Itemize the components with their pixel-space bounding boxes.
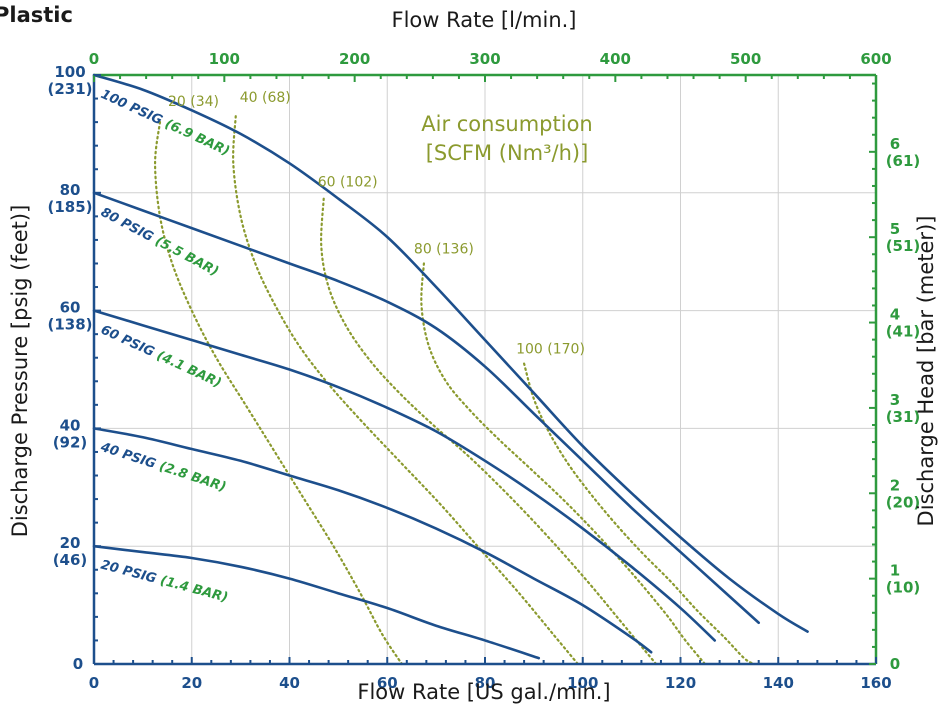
x-top-tick-label: 100 (209, 50, 240, 68)
air-consumption-curve-label: 20 (34) (168, 94, 219, 110)
x-bottom-tick-label: 100 (567, 674, 598, 692)
series-label-psig: 20 PSIG (99, 558, 162, 588)
grid (94, 75, 876, 664)
series-label-bar: (5.5 BAR) (153, 234, 221, 280)
pressure-curve (92, 73, 809, 633)
x-bottom-tick-label: 80 (475, 674, 496, 692)
series-label: 20 PSIG (1.4 BAR) (99, 558, 229, 606)
y-right-axis-title: Discharge Head [bar (meter)] (914, 216, 938, 527)
x-top-tick-label: 400 (600, 50, 631, 68)
air-consumption-curve (232, 115, 579, 666)
x-top-tick-label: 200 (339, 50, 370, 68)
y-right-tick-sublabel: (41) (886, 323, 921, 341)
series-label: 40 PSIG (2.8 BAR) (98, 440, 228, 496)
series-label: 60 PSIG (4.1 BAR) (98, 323, 223, 391)
y-left-axis-title: Discharge Pressure [psig (feet)] (8, 205, 32, 538)
series-label-bar: (2.8 BAR) (157, 459, 228, 495)
series-label-group: 40 PSIG (2.8 BAR) (98, 440, 228, 496)
air-consumption-curve-label: 80 (136) (414, 241, 474, 257)
y-left-tick-label: 20 (60, 534, 81, 552)
pressure-curves (92, 73, 809, 660)
y-right-tick-label: 6 (890, 135, 900, 153)
air-consumption-curve-label: 40 (68) (240, 90, 291, 106)
air-consumption-units: [SCFM (Nm³/h)] (426, 141, 589, 165)
air-consumption-curve-label: 100 (170) (516, 342, 585, 358)
air-consumption-curve (523, 362, 755, 666)
x-bottom-tick-label: 20 (181, 674, 202, 692)
x-bottom-tick-label: 120 (665, 674, 696, 692)
series-label-psig: 80 PSIG (98, 205, 159, 247)
x-bottom-tick-label: 0 (89, 674, 99, 692)
y-right-tick-sublabel: (10) (886, 579, 921, 597)
y-right-tick-label: 3 (890, 391, 900, 409)
x-bottom-tick-label: 140 (763, 674, 794, 692)
x-top-axis-title: Flow Rate [l/min.] (391, 8, 576, 32)
y-right-tick-sublabel: (51) (886, 237, 921, 255)
air-consumption-curve-label: 60 (102) (318, 175, 378, 191)
series-label-bar: (1.4 BAR) (158, 573, 229, 605)
air-consumption-curves (153, 115, 755, 666)
chart-title: Plastic (0, 3, 73, 27)
y-left-tick-sublabel: (138) (47, 316, 92, 334)
y-right-tick-sublabel: (31) (886, 408, 921, 426)
pressure-curve (92, 309, 717, 642)
y-right-tick-sublabel: (61) (886, 152, 921, 170)
y-left-tick-label: 0 (73, 655, 83, 673)
y-left-tick-sublabel: (46) (53, 551, 88, 569)
x-bottom-tick-label: 160 (860, 674, 891, 692)
series-label-psig: 40 PSIG (98, 440, 162, 474)
air-consumption-title: Air consumption (421, 112, 592, 136)
y-left-tick-sublabel: (92) (53, 433, 88, 451)
series-label-group: 20 PSIG (1.4 BAR) (99, 558, 229, 606)
x-top-tick-label: 500 (730, 50, 761, 68)
x-top-tick-label: 300 (469, 50, 500, 68)
x-bottom-tick-label: 60 (377, 674, 398, 692)
y-right-tick-label: 0 (890, 655, 900, 673)
air-consumption-curve (320, 197, 658, 666)
pressure-curve (92, 544, 541, 660)
y-left-tick-sublabel: (185) (47, 198, 92, 216)
series-label-bar: (4.1 BAR) (154, 348, 223, 391)
y-right-tick-sublabel: (20) (886, 493, 921, 511)
y-right-tick-label: 5 (890, 220, 900, 238)
series-label-psig: 100 PSIG (98, 87, 168, 130)
x-top-tick-label: 0 (89, 50, 99, 68)
y-left-tick-label: 80 (60, 181, 81, 199)
y-right-tick-label: 1 (890, 562, 900, 580)
axes (92, 73, 878, 666)
air-consumption-curve (420, 262, 707, 666)
pressure-curve (92, 427, 653, 654)
y-left-tick-label: 40 (60, 416, 81, 434)
y-left-tick-sublabel: (231) (47, 80, 92, 98)
y-right-tick-label: 4 (890, 306, 900, 324)
y-left-tick-label: 60 (60, 299, 81, 317)
pressure-curve (92, 191, 760, 625)
y-left-tick-label: 100 (54, 63, 85, 81)
x-bottom-tick-label: 40 (279, 674, 300, 692)
x-bottom-axis-title: Flow Rate [US gal./min.] (357, 680, 610, 704)
x-top-tick-label: 600 (860, 50, 891, 68)
y-right-tick-label: 2 (890, 476, 900, 494)
series-label-group: 60 PSIG (4.1 BAR) (98, 323, 223, 391)
